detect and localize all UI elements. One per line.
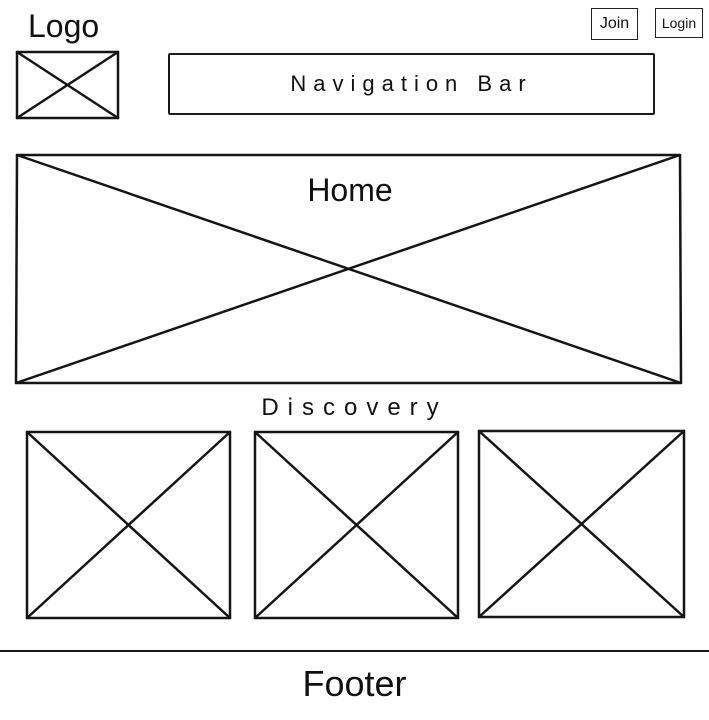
logo-image-placeholder[interactable]	[15, 50, 120, 120]
login-button[interactable]: Login	[655, 8, 703, 38]
home-hero-placeholder[interactable]	[14, 153, 683, 385]
navigation-bar-label: Navigation Bar	[290, 71, 533, 96]
footer-label: Footer	[302, 663, 407, 704]
discovery-heading: Discovery	[261, 394, 448, 421]
discovery-card-3[interactable]	[477, 429, 686, 619]
logo-label: Logo	[28, 8, 100, 44]
discovery-card-1[interactable]	[25, 430, 232, 620]
footer-divider	[0, 650, 709, 652]
home-label: Home	[307, 172, 393, 208]
navigation-bar[interactable]: Navigation Bar	[168, 53, 655, 115]
join-button[interactable]: Join	[591, 8, 638, 40]
discovery-card-2[interactable]	[253, 430, 460, 620]
